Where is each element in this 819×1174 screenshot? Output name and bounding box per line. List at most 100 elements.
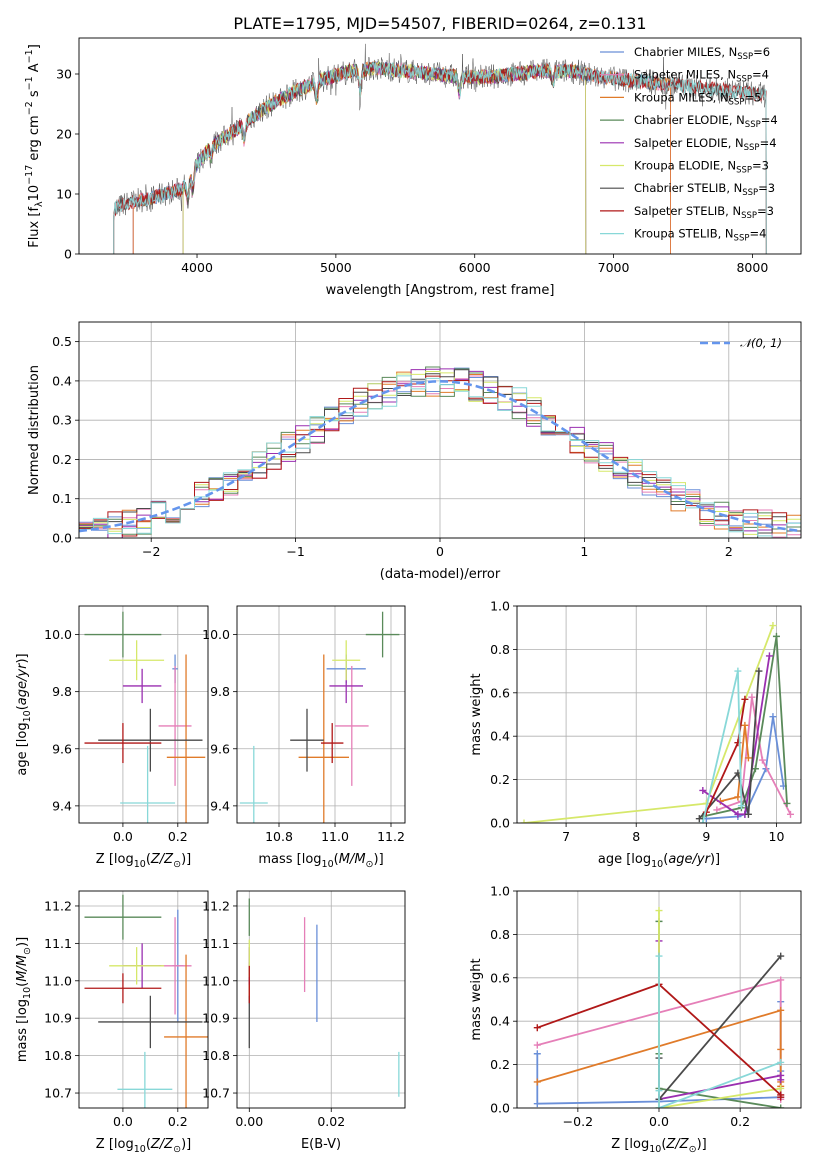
y-tick-label: 10.0 — [44, 627, 72, 642]
y-tick-label: 11.0 — [44, 973, 72, 988]
age_vs_Z-frame — [78, 605, 209, 824]
mass_vs_Z-frame — [78, 890, 209, 1109]
x-tick-label: 7000 — [598, 260, 630, 275]
weight-line — [658, 956, 782, 1108]
mass_vs_EBV-frame — [236, 890, 406, 1109]
y-tick-label: 0.8 — [490, 927, 510, 942]
spectrum-legend: Chabrier MILES, NSSP=6 Salpeter MILES, NS… — [600, 45, 778, 244]
y-tick-label: 0.6 — [490, 685, 510, 700]
weights_vs_age-frame — [516, 605, 802, 824]
age_vs_mass-grid — [237, 606, 405, 823]
weight-marker — [734, 793, 742, 801]
x-tick-label: 0 — [436, 544, 444, 559]
weight-marker — [748, 693, 756, 701]
spectrum-model-line — [132, 60, 671, 254]
mass_vs_Z-x-axis-label: Z [log10(Z/Z⊙)] — [96, 1137, 191, 1155]
errorbar-point — [109, 947, 165, 985]
y-tick-label: 9.6 — [52, 741, 72, 756]
weight-marker — [713, 806, 721, 814]
y-tick-label: 10.9 — [44, 1011, 72, 1026]
y-tick-label: 0.8 — [490, 642, 510, 657]
age_vs_Z-y-axis-label: age [log10(age/yr)] — [15, 653, 33, 775]
weight-marker — [655, 952, 663, 960]
weights_vs_age-axes: 7 8 9 10 0.0 0.2 0.4 0.6 0.8 1.0 age [log10(age/yr… — [469, 599, 802, 870]
legend-entry: Kroupa ELODIE, NSSP=3 — [634, 159, 769, 176]
y-tick-label: 11.2 — [202, 898, 230, 913]
y-tick-label: 11.0 — [202, 973, 230, 988]
weights_vs_Z-plot-area — [533, 907, 785, 1108]
weight-marker — [741, 695, 749, 703]
weight-line — [523, 625, 774, 823]
legend-entry: Salpeter ELODIE, NSSP=4 — [634, 136, 777, 153]
x-tick-label: 0.02 — [317, 1114, 345, 1129]
x-tick-label: 5000 — [320, 260, 352, 275]
weight-marker — [777, 976, 785, 984]
mass_vs_Z-axes: 0.0 0.2 10.7 10.8 10.9 11.0 11.1 11.2 Z [log10(Z… — [15, 890, 209, 1155]
y-tick-label: 10.8 — [202, 1048, 230, 1063]
weight-series — [699, 667, 745, 823]
weight-line — [720, 725, 750, 803]
x-tick-label: 11.0 — [321, 829, 349, 844]
weight-marker — [777, 1093, 785, 1101]
x-tick-label: 0.00 — [235, 1114, 263, 1129]
weight-marker — [695, 815, 703, 823]
spectrum-axes: 4000 5000 6000 7000 8000 0 10 20 30 wavelength [A… — [24, 37, 802, 298]
mass_vs_EBV-axes: 0.00 0.02 10.7 10.8 10.9 11.0 11.1 11.2 E(B-V) — [202, 890, 406, 1152]
y-tick-label: 10.9 — [202, 1011, 230, 1026]
weights_vs_Z-x-axis-label: Z [log10(Z/Z⊙)] — [611, 1137, 706, 1155]
weight-marker — [744, 810, 752, 818]
weight-marker — [734, 810, 742, 818]
weight-series — [695, 667, 763, 823]
errorbar-point — [332, 640, 361, 681]
y-tick-label: 10 — [56, 187, 72, 202]
spectrum-y-axis-label: Flux [fλ10−17 erg cm−2 s−1 A−1] — [24, 44, 45, 248]
y-tick-label: 10.7 — [44, 1086, 72, 1101]
x-tick-label: −1 — [286, 544, 304, 559]
mass_vs_Z-grid — [79, 891, 208, 1108]
weight-marker — [777, 1084, 785, 1092]
weight-marker — [772, 632, 780, 640]
y-tick-label: 9.6 — [210, 741, 230, 756]
age_vs_mass-frame — [236, 605, 406, 824]
errorbar-point — [120, 745, 176, 823]
spectrum-plot-area — [113, 43, 767, 254]
y-tick-label: 11.2 — [44, 898, 72, 913]
errorbar-point — [117, 1051, 173, 1108]
weights_vs_age-x-axis-label: age [log10(age/yr)] — [598, 852, 720, 870]
errorbar-point — [84, 973, 162, 1004]
weight-marker — [533, 1100, 541, 1108]
errorbar-point — [321, 723, 344, 764]
mass_vs_EBV-x-axis-label: E(B-V) — [301, 1137, 341, 1152]
y-tick-label: 0.3 — [52, 413, 72, 428]
x-tick-label: −2 — [142, 544, 160, 559]
legend-entry: Kroupa MILES, NSSP=5 — [634, 90, 761, 107]
weight-marker — [777, 952, 785, 960]
weight-marker — [777, 1076, 785, 1084]
x-tick-label: 11.2 — [377, 829, 405, 844]
weight-marker — [777, 1045, 785, 1053]
weight-marker — [777, 1058, 785, 1066]
y-tick-label: 0.2 — [490, 772, 510, 787]
x-tick-label: 8000 — [736, 260, 768, 275]
y-tick-label: 1.0 — [490, 599, 510, 614]
errorbar-point — [109, 640, 165, 681]
y-tick-label: 20 — [56, 127, 72, 142]
spectrum-model-line — [132, 61, 671, 254]
age_vs_Z-grid — [79, 606, 208, 823]
y-tick-label: 0.6 — [490, 970, 510, 985]
x-tick-label: 0.0 — [113, 829, 133, 844]
weights_vs_age-grid — [517, 605, 801, 824]
errorbar-point — [84, 611, 162, 658]
weight-marker — [777, 1104, 785, 1108]
y-tick-label: 10.0 — [202, 627, 230, 642]
x-tick-label: 10.8 — [265, 829, 293, 844]
y-tick-label: 0.4 — [490, 729, 510, 744]
weight-series — [702, 695, 749, 816]
y-tick-label: 9.8 — [52, 684, 72, 699]
x-tick-label: 7 — [562, 829, 570, 844]
age_vs_Z-plot-area — [84, 611, 206, 823]
x-tick-label: −0.2 — [563, 1114, 593, 1129]
weights_vs_Z-axes: −0.2 0.0 0.2 0.0 0.2 0.4 0.6 0.8 1.0 Z [log10(Z/Z… — [469, 884, 802, 1155]
y-tick-label: 0.4 — [490, 1014, 510, 1029]
